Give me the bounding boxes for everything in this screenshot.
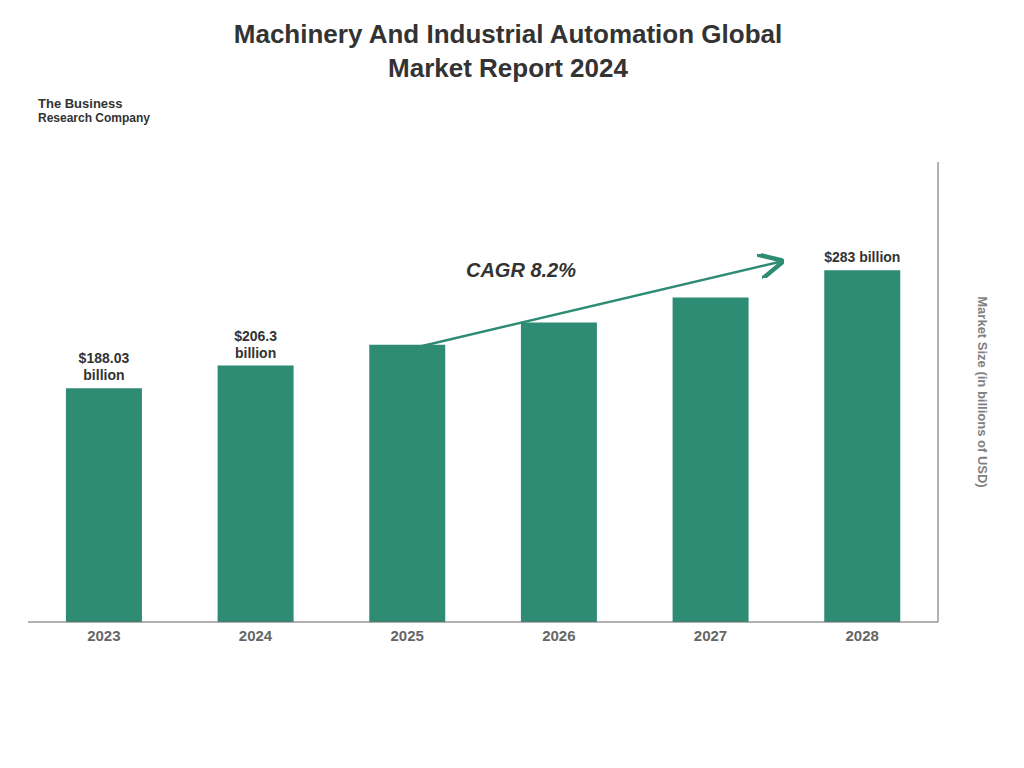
svg-text:2028: 2028 xyxy=(845,626,878,643)
svg-text:2026: 2026 xyxy=(542,626,575,643)
svg-text:CAGR 8.2%: CAGR 8.2% xyxy=(466,259,576,281)
html-text:Research Company: Research Company xyxy=(38,111,150,126)
svg-text:2027: 2027 xyxy=(694,626,727,643)
svg-text:2025: 2025 xyxy=(390,626,423,643)
html-text:Machinery And Industrial Autom: Machinery And Industrial Automation Glob… xyxy=(233,19,783,83)
svg-text:2023: 2023 xyxy=(87,626,120,643)
svg-text:$283 billion: $283 billion xyxy=(824,249,900,265)
svg-text:$206.3billion: $206.3billion xyxy=(234,327,277,360)
svg-text:Market Size (in billions of US: Market Size (in billions of USD) xyxy=(975,296,990,487)
svg-text:2024: 2024 xyxy=(239,626,273,643)
html-text:The Business: The Business xyxy=(38,95,123,111)
svg-text:$188.03billion: $188.03billion xyxy=(79,350,130,383)
